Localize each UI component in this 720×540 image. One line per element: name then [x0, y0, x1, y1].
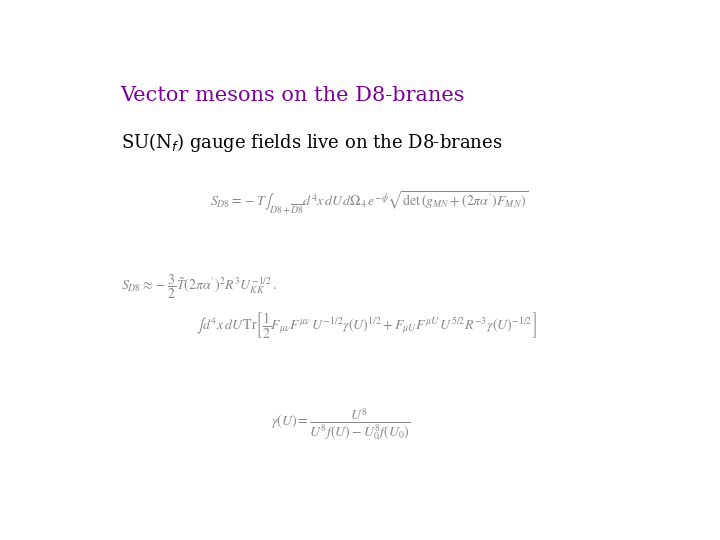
Text: SU(N$_f$) gauge fields live on the D8-branes: SU(N$_f$) gauge fields live on the D8-br… [121, 131, 502, 154]
Text: $S_{D8} = -T\int_{D8+\overline{D8}} d^4x\,dU\,d\Omega_4\,e^{-\phi}\sqrt{\det\lef: $S_{D8} = -T\int_{D8+\overline{D8}} d^4x… [210, 190, 528, 216]
Text: $\int d^4x\,dU\,\mathrm{Tr}\left[\dfrac{1}{2}F_{\mu\nu}F^{\mu\nu}\,U^{-1/2}\gamm: $\int d^4x\,dU\,\mathrm{Tr}\left[\dfrac{… [196, 310, 537, 340]
Text: $S_{D8} \approx -\dfrac{3}{2}\tilde{T}(2\pi\alpha')^2 R^3 U_{KK}^{-1/2}\,.$: $S_{D8} \approx -\dfrac{3}{2}\tilde{T}(2… [121, 273, 277, 301]
Text: $\gamma(U) = \dfrac{U^8}{U^8 f(U) - U_0^8 f(U_0)}$: $\gamma(U) = \dfrac{U^8}{U^8 f(U) - U_0^… [271, 406, 411, 442]
Text: Vector mesons on the D8-branes: Vector mesons on the D8-branes [121, 85, 465, 105]
